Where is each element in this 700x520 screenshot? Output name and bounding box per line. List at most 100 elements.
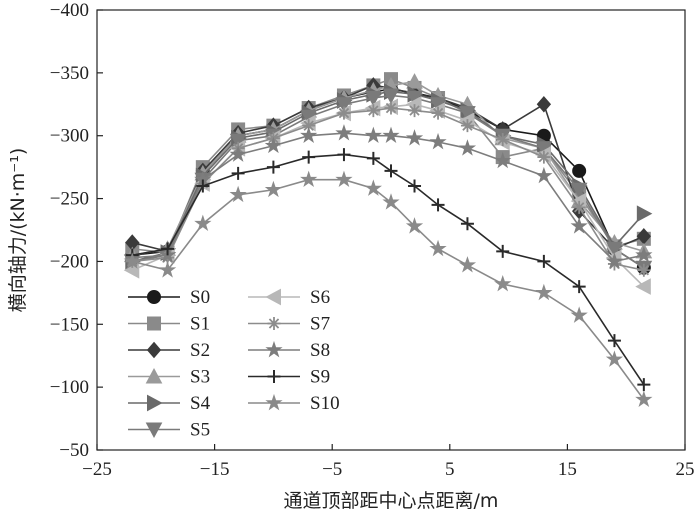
- legend-item-S10: S10: [248, 393, 340, 414]
- x-tick-label: 25: [676, 459, 695, 480]
- legend-marker: [145, 422, 163, 439]
- data-point: [337, 106, 351, 120]
- legend-marker: [267, 370, 281, 383]
- data-point: [384, 164, 398, 178]
- data-point: [264, 136, 283, 154]
- legend-label: S3: [190, 367, 210, 388]
- data-point: [537, 254, 551, 268]
- data-point: [460, 119, 474, 133]
- y-tick-label: −400: [50, 0, 89, 21]
- y-tick-label: −300: [50, 126, 89, 147]
- data-point: [335, 170, 353, 188]
- plot-frame: [96, 9, 686, 451]
- data-point: [384, 101, 398, 115]
- x-tick-label: 15: [558, 459, 577, 480]
- data-point: [196, 179, 210, 193]
- x-axis: −25 −15 −5 5 15 25: [82, 444, 695, 480]
- data-point: [405, 217, 424, 234]
- data-point: [382, 88, 400, 105]
- data-point: [382, 126, 400, 144]
- data-point: [408, 104, 422, 118]
- legend-label: S10: [310, 393, 340, 414]
- data-point: [605, 350, 624, 367]
- data-point: [266, 160, 280, 174]
- legend-item-S7: S7: [248, 314, 330, 335]
- data-point: [636, 205, 653, 222]
- data-point: [535, 283, 553, 301]
- x-tick-label: 5: [445, 459, 455, 480]
- data-point: [536, 96, 552, 113]
- y-axis-title: 横向轴力/(kN·m⁻¹): [7, 148, 29, 313]
- legend-item-S2: S2: [128, 340, 210, 361]
- data-point: [635, 246, 653, 263]
- data-point: [459, 106, 476, 122]
- data-point: [366, 104, 380, 118]
- legend-marker: [265, 340, 283, 358]
- data-point: [229, 133, 247, 150]
- legend: S0 S1 S2 S3 S4 S5 S6 S7 S8 S9 S10: [128, 287, 340, 441]
- legend-item-S4: S4: [128, 393, 211, 414]
- legend-item-S8: S8: [248, 340, 330, 361]
- series-S8: [123, 124, 653, 269]
- legend-item-S3: S3: [128, 367, 210, 388]
- data-point: [494, 151, 512, 169]
- data-point: [537, 150, 551, 164]
- data-point: [431, 106, 445, 120]
- data-point: [496, 244, 510, 258]
- x-axis-title: 通道顶部距中心点距离/m: [284, 490, 499, 512]
- series-layer: [123, 72, 653, 408]
- data-point: [535, 166, 553, 184]
- series-S10: [123, 170, 653, 408]
- legend-label: S4: [190, 393, 211, 414]
- legend-marker: [147, 316, 161, 331]
- legend-marker: [265, 288, 281, 306]
- data-point: [365, 91, 382, 107]
- data-point: [429, 239, 447, 257]
- legend-item-S5: S5: [128, 420, 210, 441]
- data-point: [194, 214, 212, 232]
- legend-marker: [147, 290, 161, 304]
- series-line: [131, 103, 645, 288]
- data-point: [229, 185, 247, 203]
- data-point: [161, 242, 175, 256]
- x-tick-label: −15: [200, 459, 230, 480]
- data-point: [382, 193, 400, 210]
- y-tick-label: −150: [50, 314, 89, 335]
- legend-item-S0: S0: [128, 287, 210, 308]
- legend-item-S6: S6: [248, 287, 330, 308]
- data-point: [264, 180, 283, 198]
- y-tick-label: −200: [50, 251, 89, 272]
- data-point: [637, 263, 651, 277]
- data-point: [335, 124, 353, 141]
- legend-label: S7: [310, 314, 330, 335]
- data-point: [572, 280, 586, 294]
- legend-label: S6: [310, 287, 330, 308]
- data-point: [635, 278, 651, 295]
- data-point: [302, 150, 316, 164]
- data-point: [431, 198, 445, 212]
- legend-label: S8: [310, 340, 330, 361]
- legend-marker: [145, 367, 163, 384]
- data-point: [494, 274, 512, 292]
- data-point: [302, 119, 316, 133]
- data-point: [460, 217, 474, 231]
- data-point: [158, 261, 177, 278]
- data-point: [337, 148, 351, 162]
- y-tick-label: −50: [59, 440, 89, 461]
- data-point: [335, 97, 353, 113]
- data-point: [229, 145, 247, 162]
- x-tick-label: −5: [322, 459, 342, 480]
- data-point: [231, 166, 245, 180]
- x-tick-label: −25: [82, 459, 112, 480]
- legend-item-S9: S9: [248, 367, 330, 388]
- data-point: [637, 378, 651, 392]
- data-point: [123, 252, 141, 269]
- data-point: [635, 390, 653, 408]
- data-point: [405, 129, 424, 146]
- legend-label: S9: [310, 367, 330, 388]
- y-axis: −400 −350 −300 −250 −200 −150 −100 −50: [50, 0, 103, 461]
- data-point: [572, 200, 586, 214]
- legend-marker: [267, 317, 281, 330]
- legend-label: S5: [190, 420, 210, 441]
- legend-marker: [147, 394, 163, 412]
